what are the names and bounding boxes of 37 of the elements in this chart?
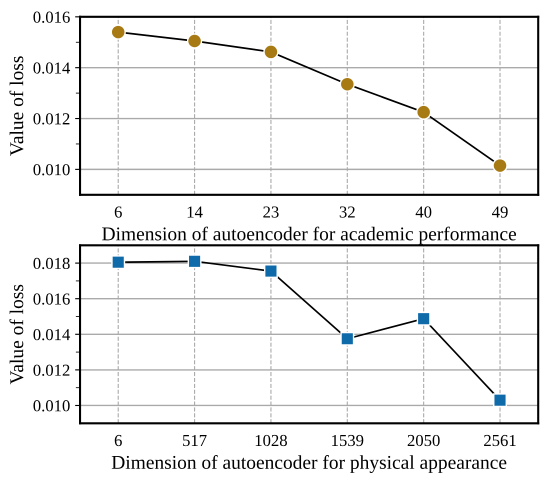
x-axis-title: Dimension of autoencoder for physical appearance: [112, 455, 506, 473]
x-tick-label: 6: [114, 434, 122, 446]
point: [263, 44, 279, 60]
x-tick-label: 14: [188, 206, 203, 218]
point: [340, 76, 355, 92]
y-axis-title: Value of loss: [9, 56, 24, 156]
y-tick-label: 0.010: [33, 400, 70, 412]
x-tick-label: 1028: [256, 434, 287, 446]
point: [188, 254, 202, 268]
point: [186, 33, 202, 49]
x-tick-label: 23: [263, 206, 279, 218]
x-tick-label: 6: [114, 206, 122, 218]
point: [111, 255, 126, 270]
x-axis-title: Dimension of autoencoder for academic performance: [102, 226, 516, 244]
y-tick-label: 0.012: [33, 113, 70, 125]
point: [264, 264, 278, 278]
x-tick-label: 2050: [408, 434, 440, 446]
point: [110, 24, 126, 40]
y-tick-label: 0.014: [33, 62, 70, 74]
x-tick-label: 40: [416, 206, 432, 218]
point: [340, 332, 354, 346]
y-axis-title: Value of loss: [9, 284, 24, 384]
y-tick-label: 0.018: [33, 258, 70, 270]
point: [416, 104, 432, 120]
x-tick-label: 49: [492, 206, 508, 218]
y-tick-label: 0.012: [33, 364, 70, 376]
x-tick-label: 1539: [332, 434, 364, 446]
y-tick-label: 0.014: [33, 328, 70, 340]
point: [493, 393, 507, 408]
y-tick-label: 0.016: [33, 12, 70, 23]
point: [492, 158, 508, 174]
x-tick-label: 32: [340, 206, 355, 218]
y-tick-label: 0.016: [33, 293, 70, 305]
point: [416, 312, 431, 326]
y-tick-label: 0.010: [33, 164, 70, 176]
x-tick-label: 2561: [484, 434, 516, 446]
x-tick-label: 517: [183, 434, 207, 446]
